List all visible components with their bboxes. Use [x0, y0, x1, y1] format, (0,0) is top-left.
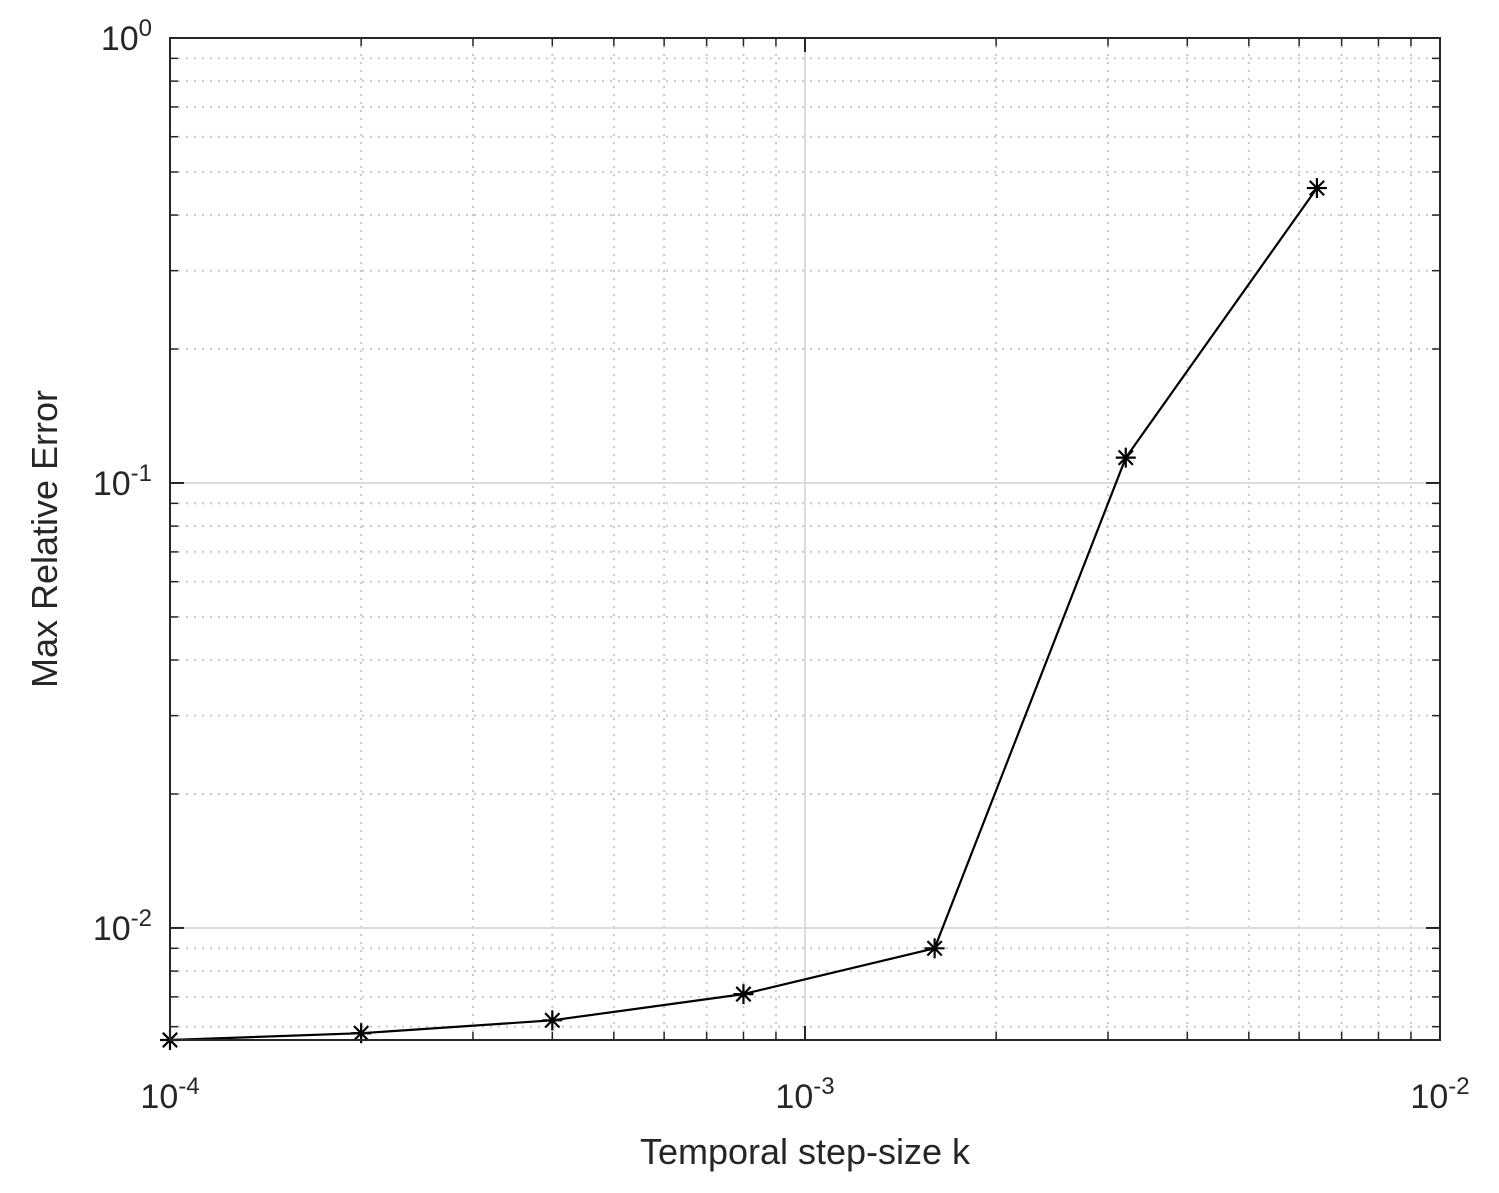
data-point-marker — [1306, 178, 1327, 199]
y-axis-label: Max Relative Error — [24, 390, 65, 688]
plot-frame — [169, 37, 1441, 1041]
x-tick-label: 10-2 — [1410, 1073, 1469, 1116]
y-tick-labels: 10-2 10-1 100 — [93, 15, 152, 948]
major-grid — [170, 38, 1440, 1040]
x-axis-label: Temporal step-size k — [640, 1131, 971, 1172]
data-point-marker — [1115, 447, 1136, 468]
data-point-marker — [924, 938, 945, 959]
y-tick-label: 10-2 — [93, 905, 152, 948]
data-point-marker — [542, 1010, 563, 1031]
y-tick-label: 10-1 — [93, 460, 152, 503]
x-tick-label: 10-3 — [775, 1073, 834, 1116]
x-tick-label: 10-4 — [140, 1073, 199, 1116]
data-point-marker — [733, 984, 754, 1005]
x-tick-labels: 10-4 10-3 10-2 — [140, 1073, 1469, 1116]
y-tick-label: 100 — [101, 15, 152, 58]
